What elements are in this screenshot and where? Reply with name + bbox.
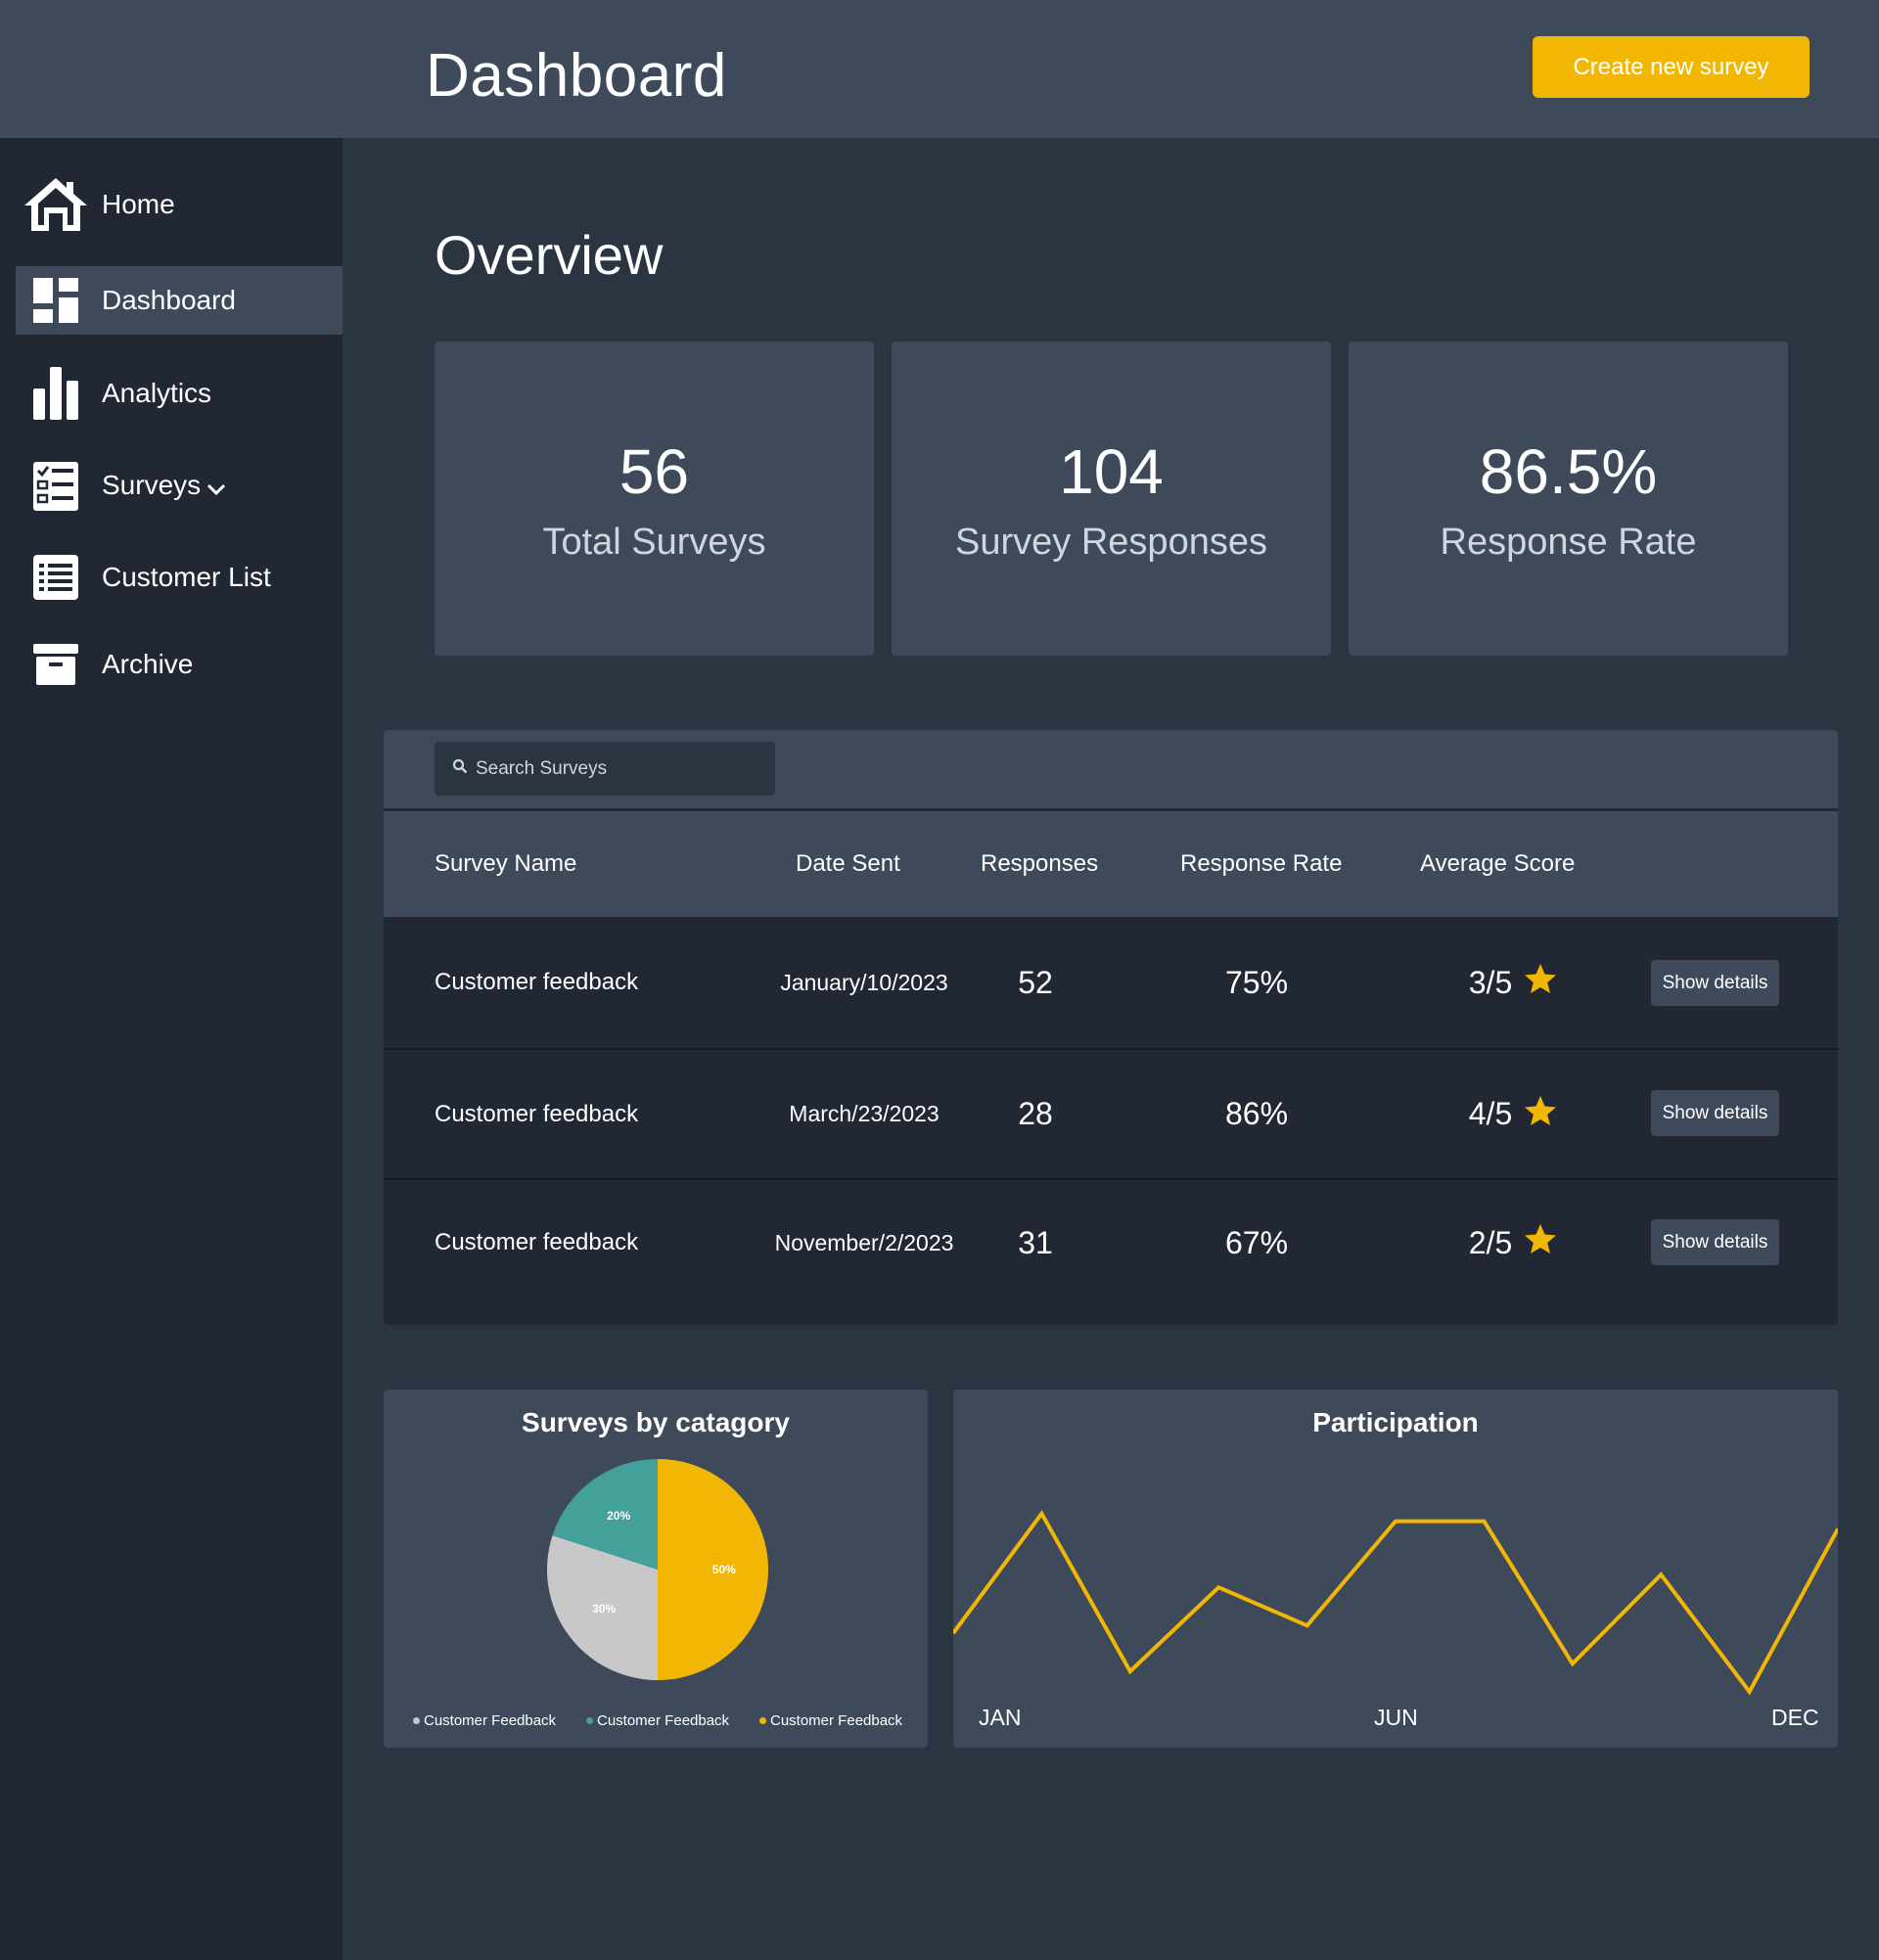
score-text: 2/5 — [1468, 1224, 1513, 1260]
archive-icon — [22, 630, 90, 699]
column-header-date-sent[interactable]: Date Sent — [796, 850, 900, 877]
responses-cell: 28 — [1018, 1096, 1053, 1131]
sidebar-item-label: Dashboard — [102, 285, 236, 315]
average-score-cell: 4/5 — [1444, 1050, 1581, 1178]
legend-dot — [586, 1717, 593, 1724]
pie-slice — [547, 1535, 658, 1680]
legend-item: Customer Feedback — [586, 1712, 729, 1729]
x-tick-label: DEC — [1771, 1705, 1819, 1730]
sidebar-item-home[interactable]: Home — [16, 170, 343, 239]
list-icon — [22, 543, 90, 612]
bar-chart-icon — [22, 359, 90, 428]
date-sent-cell: November/2/2023 — [774, 1229, 954, 1255]
participation-panel: Participation JAN JUN DEC — [953, 1390, 1838, 1748]
date-sent-cell: January/10/2023 — [780, 969, 948, 995]
stat-label: Total Surveys — [542, 522, 766, 563]
pie-slice-label: 50% — [712, 1563, 736, 1576]
stat-card-survey-responses: 104 Survey Responses — [892, 342, 1331, 656]
legend-item: Customer Feedback — [759, 1712, 902, 1729]
sidebar: Home Dashboard Analytics — [0, 138, 343, 1960]
table-header-row: Survey Name Date Sent Responses Response… — [384, 811, 1838, 917]
stat-card-total-surveys: 56 Total Surveys — [435, 342, 874, 656]
stat-value: 56 — [619, 436, 690, 507]
survey-name-cell: Customer feedback — [435, 969, 639, 995]
column-header-average-score[interactable]: Average Score — [1420, 850, 1576, 877]
show-details-button[interactable]: Show details — [1651, 1090, 1779, 1136]
series-line-participation — [953, 1510, 1838, 1696]
responses-cell: 31 — [1018, 1224, 1053, 1260]
table-row: Customer feedback March/23/2023 28 86% 4… — [384, 1048, 1838, 1178]
average-score-cell: 2/5 — [1444, 1180, 1581, 1305]
x-tick-label: JAN — [979, 1705, 1022, 1730]
pie-chart: 50% 30% 20% — [547, 1459, 768, 1680]
search-placeholder: Search Surveys — [476, 757, 608, 779]
participation-line-chart — [953, 1510, 1838, 1696]
column-header-responses[interactable]: Responses — [981, 850, 1099, 877]
sidebar-item-archive[interactable]: Archive — [16, 630, 343, 699]
sidebar-item-label: Archive — [102, 649, 194, 679]
chart-title: Surveys by catagory — [522, 1407, 790, 1437]
sidebar-item-label: Analytics — [102, 378, 212, 408]
pie-slice — [552, 1459, 658, 1570]
legend-item: Customer Feedback — [413, 1712, 556, 1729]
search-icon — [452, 758, 468, 779]
stat-label: Response Rate — [1440, 522, 1697, 563]
column-header-survey-name[interactable]: Survey Name — [435, 850, 577, 877]
top-header: Dashboard Create new survey — [0, 0, 1879, 138]
checklist-icon — [22, 452, 90, 521]
pie-slice — [658, 1459, 768, 1680]
stat-label: Survey Responses — [955, 522, 1267, 563]
stat-card-response-rate: 86.5% Response Rate — [1349, 342, 1788, 656]
dashboard-icon — [22, 266, 90, 335]
legend-dot — [759, 1717, 766, 1724]
score-text: 4/5 — [1468, 1096, 1513, 1131]
sidebar-item-surveys[interactable]: Surveys — [16, 452, 343, 521]
column-header-response-rate[interactable]: Response Rate — [1180, 850, 1343, 877]
legend-label: Customer Feedback — [770, 1712, 903, 1729]
table-row: Customer feedback January/10/2023 52 75%… — [384, 917, 1838, 1048]
sidebar-item-label: Customer List — [102, 562, 271, 592]
show-details-button[interactable]: Show details — [1651, 960, 1779, 1006]
home-icon — [22, 170, 90, 239]
stat-value: 86.5% — [1479, 436, 1658, 507]
responses-cell: 52 — [1018, 964, 1053, 1000]
survey-name-cell: Customer feedback — [435, 1100, 639, 1127]
legend-dot — [413, 1717, 420, 1724]
sidebar-item-analytics[interactable]: Analytics — [16, 359, 343, 428]
sidebar-item-label: Home — [102, 189, 175, 219]
pie-slice-label: 20% — [607, 1509, 630, 1523]
chevron-down-icon[interactable] — [206, 472, 226, 503]
survey-name-cell: Customer feedback — [435, 1229, 639, 1255]
search-input[interactable]: Search Surveys — [435, 742, 775, 796]
date-sent-cell: March/23/2023 — [789, 1101, 940, 1126]
star-icon — [1524, 1223, 1557, 1262]
average-score-cell: 3/5 — [1444, 917, 1581, 1048]
star-icon — [1524, 1095, 1557, 1134]
surveys-label-text: Surveys — [102, 470, 202, 501]
surveys-table: Search Surveys Survey Name Date Sent Res… — [384, 730, 1838, 1325]
score-text: 3/5 — [1468, 964, 1513, 1000]
create-new-survey-button[interactable]: Create new survey — [1533, 36, 1810, 98]
page-title: Dashboard — [426, 42, 727, 110]
show-details-button[interactable]: Show details — [1651, 1219, 1779, 1265]
star-icon — [1524, 963, 1557, 1002]
legend-label: Customer Feedback — [424, 1712, 557, 1729]
stat-value: 104 — [1059, 436, 1164, 507]
chart-title: Participation — [1312, 1407, 1479, 1437]
table-row: Customer feedback November/2/2023 31 67%… — [384, 1178, 1838, 1325]
table-toolbar: Search Surveys — [384, 730, 1838, 808]
sidebar-item-customer-list[interactable]: Customer List — [16, 543, 343, 612]
response-rate-cell: 86% — [1224, 1096, 1289, 1131]
sidebar-item-dashboard[interactable]: Dashboard — [16, 266, 343, 335]
legend-label: Customer Feedback — [597, 1712, 730, 1729]
pie-slice-label: 30% — [592, 1602, 616, 1616]
response-rate-cell: 75% — [1224, 964, 1289, 1000]
surveys-by-category-panel: Surveys by catagory 50% 30% 20% Customer F… — [384, 1390, 928, 1748]
x-tick-label: JUN — [1374, 1705, 1418, 1730]
overview-title: Overview — [435, 224, 664, 286]
response-rate-cell: 67% — [1224, 1224, 1289, 1260]
sidebar-item-label: Surveys — [102, 470, 226, 503]
